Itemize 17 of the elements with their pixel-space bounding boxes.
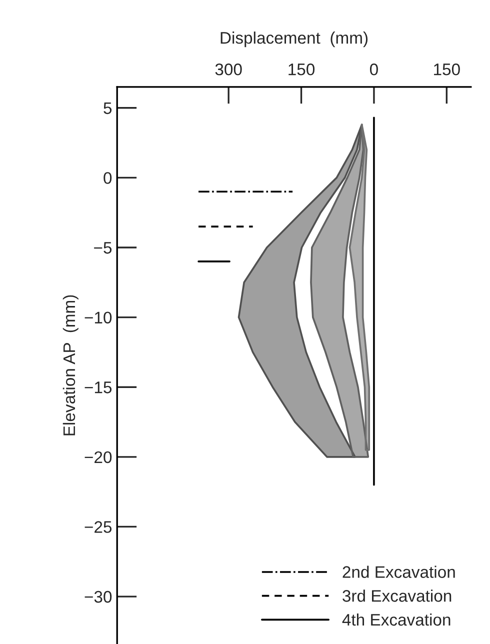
x-tick-label: 0 bbox=[370, 64, 378, 76]
legend-label: 4th Excavation bbox=[342, 613, 450, 626]
y-tick-label: 0 bbox=[104, 172, 112, 184]
x-tick-label: 300 bbox=[215, 64, 242, 76]
y-tick-label: −25 bbox=[84, 521, 112, 533]
legend-label: 2nd Excavation bbox=[342, 566, 455, 578]
y-tick-label: −5 bbox=[94, 242, 112, 254]
y-tick-label: −20 bbox=[84, 451, 112, 464]
x-axis-title: Displacement (mm) bbox=[220, 32, 368, 48]
legend-label: 3rd Excavation bbox=[342, 590, 452, 602]
x-tick-label: 150 bbox=[288, 64, 315, 76]
x-tick-label: 150 bbox=[434, 64, 460, 76]
y-tick-label: −15 bbox=[84, 382, 112, 394]
y-tick-label: −30 bbox=[84, 590, 112, 603]
y-tick-label: 5 bbox=[104, 102, 112, 114]
y-tick-label: −10 bbox=[84, 312, 112, 324]
y-axis-title: Elevation AP (mm) bbox=[62, 295, 78, 436]
